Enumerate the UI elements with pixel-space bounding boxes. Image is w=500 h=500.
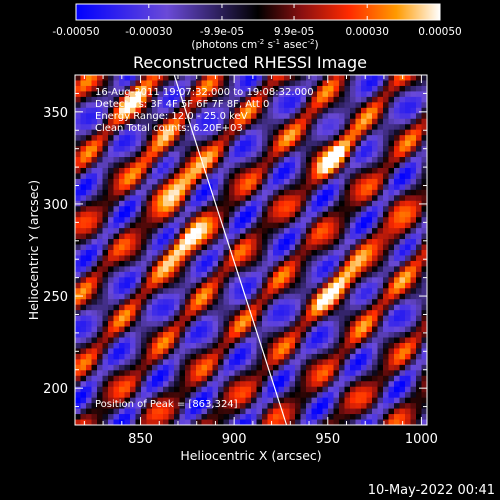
energy-range-text: Energy Range: 12.0 - 25.0 keV: [95, 111, 248, 122]
y-tick-label: 250: [43, 290, 68, 305]
colorbar-frame: [75, 3, 441, 21]
x-tick-label: 900: [222, 432, 247, 447]
y-axis-label: Heliocentric Y (arcsec): [26, 180, 41, 320]
colorbar-tick-label: 0.00050: [418, 26, 461, 38]
x-axis-label: Heliocentric X (arcsec): [180, 448, 321, 463]
detectors-text: Detectors: 3F 4F 5F 6F 7F 8F, Att 0: [95, 99, 269, 110]
x-tick-label: 1000: [405, 432, 438, 447]
heatmap-image: [75, 75, 427, 425]
colorbar-tick-label: -9.9e-05: [200, 26, 244, 38]
chart-title: Reconstructed RHESSI Image: [133, 53, 367, 72]
colorbar-gradient: [76, 4, 440, 20]
solar-limb-line: [173, 74, 288, 426]
x-axis: 850 900 950 1000: [83, 75, 438, 447]
footer-timestamp: 10-May-2022 00:41: [368, 483, 495, 498]
colorbar-ticks: -0.00050 -0.00030 -9.9e-05 9.9e-05 0.00030 0.…: [52, 4, 462, 38]
colorbar-tick-label: -0.00050: [52, 26, 99, 38]
y-tick-label: 350: [43, 106, 68, 121]
x-tick-label: 850: [128, 432, 153, 447]
colorbar-tick-label: 9.9e-05: [274, 26, 314, 38]
plot-frame: [74, 74, 428, 426]
colorbar-tick-label: 0.00030: [345, 26, 388, 38]
y-tick-label: 300: [43, 198, 68, 213]
time-range-text: 16-Aug-2011 19:07:32.000 to 19:08:32.000: [95, 87, 314, 98]
y-tick-label: 200: [43, 382, 68, 397]
y-axis: 200 250 300 350: [43, 74, 427, 408]
colorbar: -0.00050 -0.00030 -9.9e-05 9.9e-05 0.00030 0.…: [52, 3, 462, 51]
clean-counts-text: Clean Total counts: 6.20E+03: [95, 123, 243, 134]
observation-info: 16-Aug-2011 19:07:32.000 to 19:08:32.000…: [95, 87, 314, 410]
colorbar-tick-label: -0.00030: [125, 26, 172, 38]
colorbar-unit-label: (photons cm-2 s-1 asec-2): [191, 38, 318, 51]
peak-position-text: Position of Peak = [863,324]: [95, 399, 238, 410]
x-tick-label: 950: [315, 432, 340, 447]
